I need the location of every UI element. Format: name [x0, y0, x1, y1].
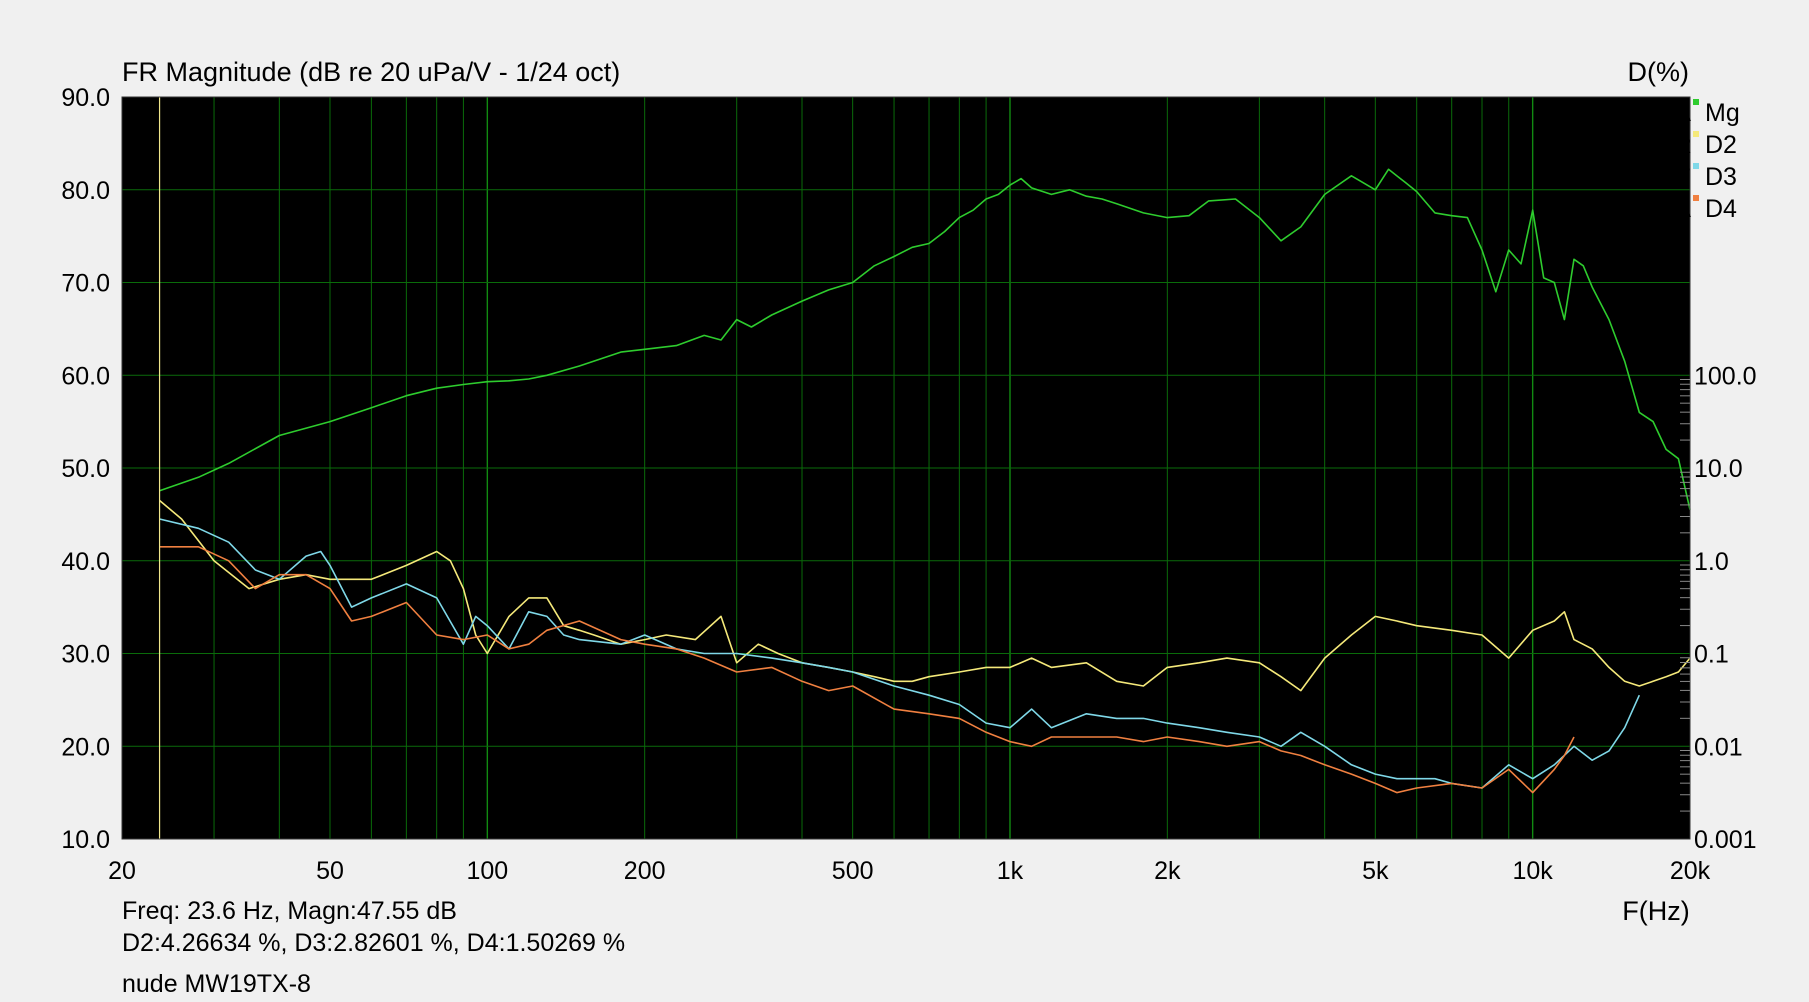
- y-tick-label: 10.0: [61, 826, 110, 854]
- legend-tag: A: [1675, 100, 1691, 127]
- series-line-mg: [159, 168, 1691, 510]
- y2-tick-label: 0.001: [1694, 826, 1757, 854]
- legend-entry: Mg: [1705, 99, 1740, 127]
- x-tick-label: 200: [624, 857, 666, 885]
- x-tick-label: 2k: [1154, 857, 1181, 885]
- y2-tick-label: 0.1: [1694, 641, 1729, 669]
- right-axis-title: D(%): [1628, 57, 1690, 87]
- legend-entry: D3: [1705, 163, 1737, 191]
- plot-frame: [121, 96, 1691, 840]
- y2-tick-labels: 100.0 10.0 1.0 0.1 0.01 0.001: [1680, 362, 1757, 854]
- legend-tag: A: [1675, 196, 1691, 223]
- y-tick-label: 80.0: [61, 177, 110, 205]
- y-tick-labels: 90.0 80.0 70.0 60.0 50.0 40.0 30.0 20.0 10.0: [61, 84, 110, 854]
- x-tick-label: 20: [108, 857, 136, 885]
- legend-swatch: [1693, 195, 1699, 201]
- chart-title: FR Magnitude (dB re 20 uPa/V - 1/24 oct): [122, 57, 620, 87]
- x-tick-label: 500: [832, 857, 874, 885]
- y-tick-label: 40.0: [61, 548, 110, 576]
- series-line-d2: [159, 499, 1691, 692]
- y2-tick-label: 1.0: [1694, 548, 1729, 576]
- legend-swatch: [1693, 163, 1699, 169]
- y2-tick-label: 0.01: [1694, 733, 1743, 761]
- legend-swatch: [1693, 131, 1699, 137]
- legend-tag: R: [1674, 132, 1691, 159]
- legend-swatch: [1693, 99, 1699, 105]
- series-line-d3: [159, 518, 1641, 789]
- x-tick-labels: 20 50 100 200 500 1k 2k 5k 10k 20k: [108, 857, 1711, 885]
- legend-entry: D2: [1705, 131, 1737, 159]
- legend-entry: D4: [1705, 195, 1737, 223]
- x-tick-label: 10k: [1513, 857, 1554, 885]
- series-group: [159, 168, 1691, 794]
- x-tick-label: 20k: [1670, 857, 1711, 885]
- x-tick-label: 100: [466, 857, 508, 885]
- y2-tick-label: 100.0: [1694, 362, 1757, 390]
- y-tick-label: 20.0: [61, 733, 110, 761]
- series-line-d4: [159, 545, 1575, 794]
- x-tick-label: 50: [316, 857, 344, 885]
- legend: A Mg R D2 T D3 A D4: [1674, 99, 1740, 223]
- readout-line-3: nude MW19TX-8: [122, 970, 311, 998]
- grid-horizontal: [122, 189, 1690, 747]
- y-tick-label: 70.0: [61, 270, 110, 298]
- y2-tick-label: 10.0: [1694, 455, 1743, 483]
- x-tick-label: 5k: [1362, 857, 1389, 885]
- legend-tag: T: [1676, 164, 1691, 191]
- readout-line-2: D2:4.26634 %, D3:2.82601 %, D4:1.50269 %: [122, 929, 625, 957]
- x-tick-label: 1k: [997, 857, 1024, 885]
- y-tick-label: 30.0: [61, 641, 110, 669]
- y-tick-label: 90.0: [61, 84, 110, 112]
- x-axis-label: F(Hz): [1622, 896, 1689, 926]
- y-tick-label: 60.0: [61, 362, 110, 390]
- readout-line-1: Freq: 23.6 Hz, Magn:47.55 dB: [122, 897, 457, 925]
- y-tick-label: 50.0: [61, 455, 110, 483]
